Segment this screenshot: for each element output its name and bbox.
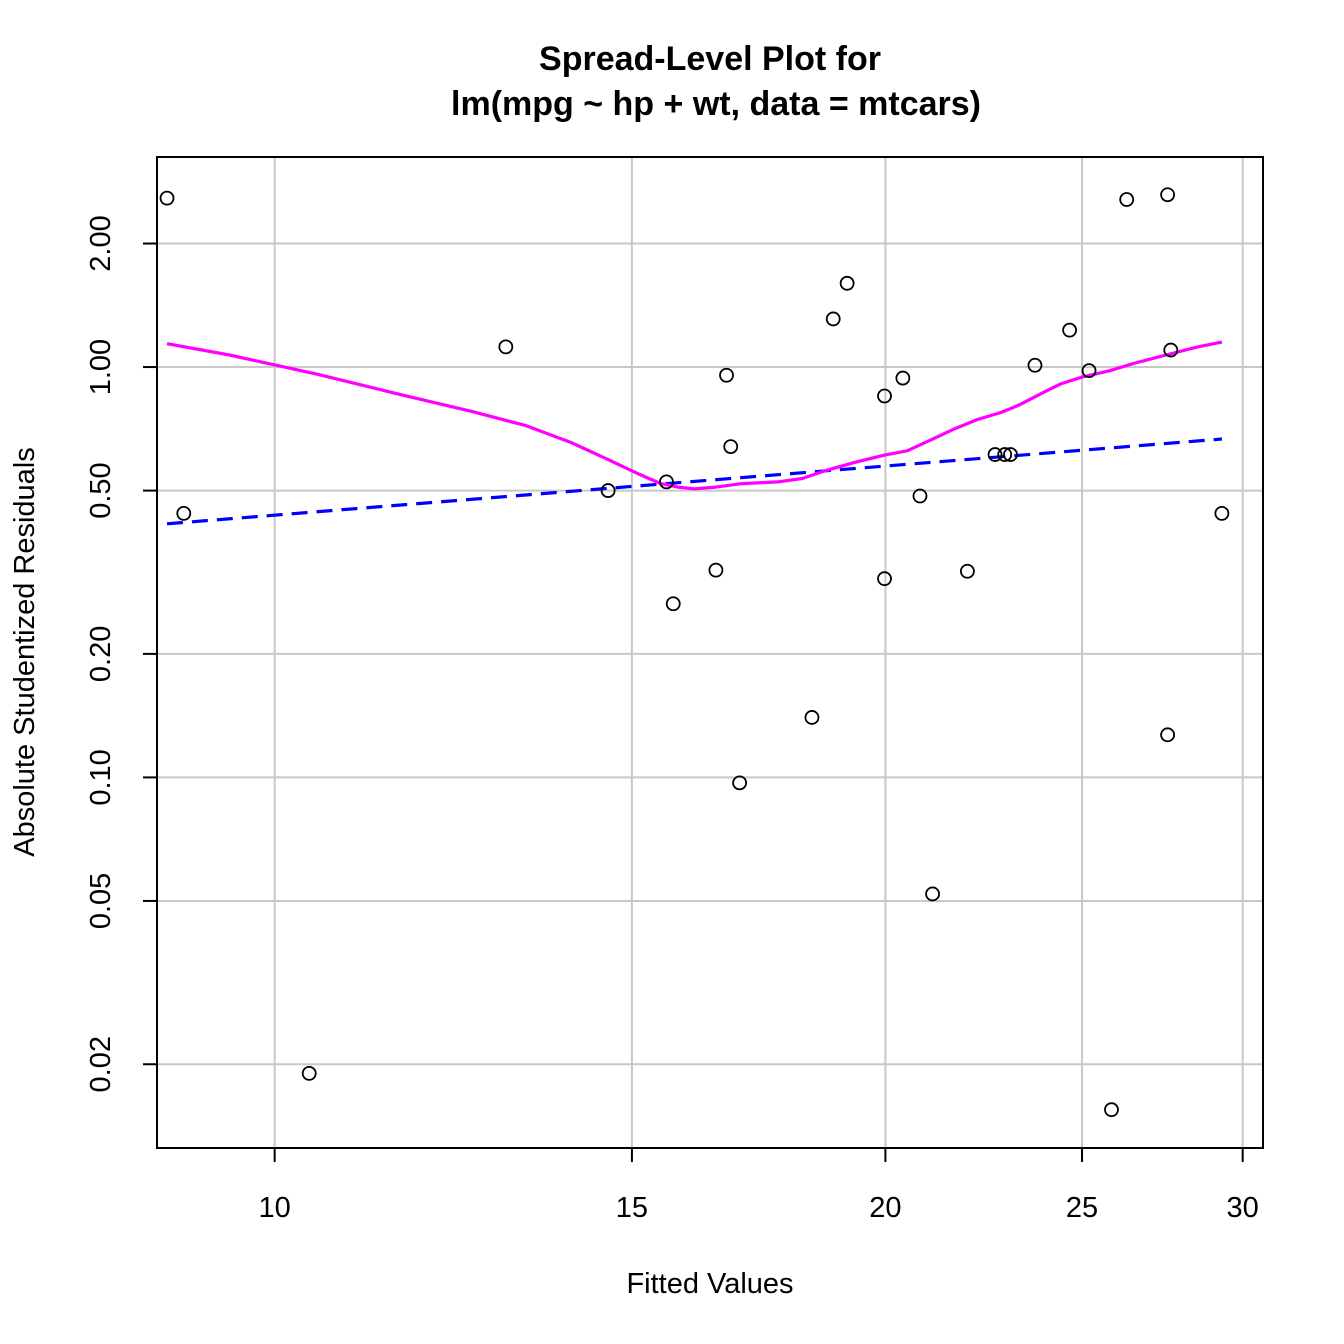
data-point: [912, 488, 928, 504]
x-axis-label: Fitted Values: [626, 1268, 793, 1300]
data-point: [723, 439, 739, 454]
data-point: [825, 311, 841, 327]
data-point: [659, 474, 674, 490]
y-tick-label: 0.20: [85, 626, 117, 682]
points-layer: [159, 187, 1230, 1118]
data-point: [159, 190, 175, 206]
y-axis-label: Absolute Studentized Residuals: [9, 447, 41, 856]
data-point: [1003, 447, 1018, 462]
data-point: [708, 562, 724, 578]
x-tick-label: 20: [869, 1192, 901, 1224]
data-point: [877, 388, 892, 404]
y-axis-ticks: 0.02 0.05 0.10 0.20 0.50 1.00 2.00: [85, 215, 157, 1092]
data-point: [1214, 505, 1230, 521]
data-point: [600, 483, 616, 498]
data-point: [877, 571, 892, 587]
data-point: [665, 596, 681, 612]
data-point: [498, 339, 514, 355]
data-point: [1104, 1102, 1119, 1118]
data-point: [301, 1065, 317, 1081]
dashed-fit-line: [166, 437, 1223, 526]
y-tick-label: 2.00: [85, 215, 117, 271]
y-tick-label: 0.50: [85, 462, 117, 518]
data-point: [1119, 192, 1135, 207]
data-point: [987, 447, 1003, 462]
data-point: [1163, 342, 1179, 358]
data-point: [804, 710, 820, 725]
data-point: [839, 275, 855, 291]
y-tick-label: 0.10: [85, 749, 117, 805]
data-point: [176, 505, 192, 521]
data-point: [1160, 187, 1176, 203]
data-point: [732, 775, 748, 791]
data-point: [925, 886, 940, 902]
data-point: [959, 563, 975, 579]
plot-frame: [156, 156, 1264, 1149]
y-tick-label: 0.02: [85, 1036, 117, 1092]
chart-subtitle: lm(mpg ~ hp + wt, data = mtcars): [451, 85, 981, 123]
series-layer: [166, 340, 1223, 526]
grid-lines: [157, 157, 1263, 1148]
y-tick-label: 1.00: [85, 339, 117, 395]
x-tick-label: 15: [616, 1192, 648, 1224]
x-tick-label: 30: [1227, 1192, 1259, 1224]
x-tick-label: 25: [1066, 1192, 1098, 1224]
smooth-fit-line: [166, 340, 1223, 491]
x-axis-ticks: 10 15 20 25 30: [259, 1148, 1259, 1224]
chart-title: Spread-Level Plot for: [539, 40, 881, 78]
data-point: [1062, 322, 1078, 338]
data-point: [895, 370, 911, 386]
data-point: [997, 447, 1013, 462]
data-point: [1160, 727, 1176, 743]
y-tick-label: 0.05: [85, 873, 117, 929]
data-point: [1081, 363, 1097, 379]
data-point: [719, 367, 734, 383]
x-tick-label: 10: [259, 1192, 291, 1224]
data-point: [1027, 357, 1043, 373]
